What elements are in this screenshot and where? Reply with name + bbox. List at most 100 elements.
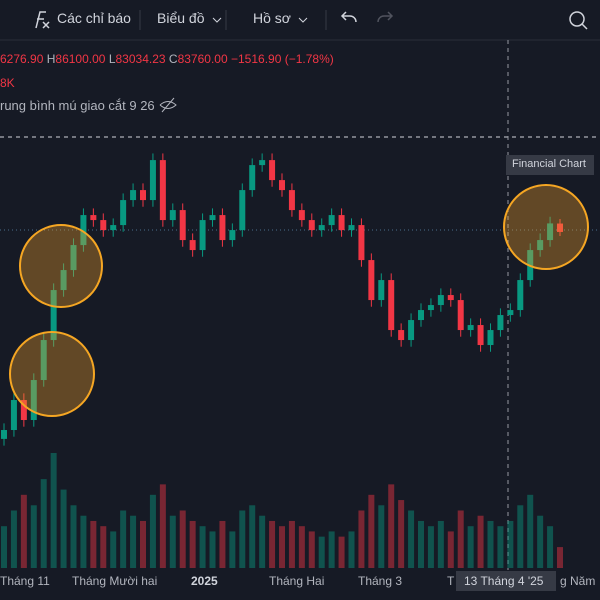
volume-bar bbox=[328, 531, 335, 568]
volume-bar bbox=[219, 520, 226, 568]
volume-bar bbox=[318, 536, 325, 568]
crosshair-label-bg bbox=[456, 571, 556, 591]
series bbox=[1, 153, 563, 568]
candle-body bbox=[398, 330, 405, 341]
candle-body bbox=[279, 180, 285, 191]
volume-bar bbox=[259, 515, 266, 568]
candle-body bbox=[130, 190, 137, 201]
candle-body bbox=[348, 225, 355, 231]
candle-body bbox=[179, 210, 186, 241]
volume-bar bbox=[1, 526, 7, 568]
volume-bar bbox=[209, 531, 216, 568]
candle-body bbox=[159, 160, 166, 221]
candle-body bbox=[437, 295, 444, 306]
volume-bar bbox=[348, 531, 355, 568]
tag: Financial Chart bbox=[512, 158, 586, 170]
volume-bar bbox=[507, 520, 514, 568]
volume-bar bbox=[388, 484, 395, 568]
search-icon[interactable] bbox=[569, 11, 585, 27]
x-label: Tháng 11 bbox=[0, 574, 50, 588]
x-label: Tháng 3 bbox=[358, 574, 403, 588]
hide-icon[interactable] bbox=[159, 97, 177, 113]
volume-bar bbox=[467, 526, 474, 568]
highlight bbox=[503, 184, 589, 270]
candle-body bbox=[477, 325, 484, 346]
close-label: C bbox=[168, 52, 178, 66]
volume-bar bbox=[130, 515, 137, 568]
candle-body bbox=[547, 223, 554, 241]
candle-body bbox=[418, 310, 424, 321]
candle-body bbox=[60, 270, 67, 291]
volume-bar bbox=[427, 526, 434, 568]
candle-body bbox=[328, 215, 335, 226]
volume-bar bbox=[120, 510, 127, 568]
volume-bar bbox=[418, 520, 424, 568]
volume-bar bbox=[279, 526, 285, 568]
indicators-button[interactable]: Các chỉ báo bbox=[57, 10, 131, 26]
candle-body bbox=[298, 210, 305, 221]
volume-bar bbox=[437, 520, 444, 568]
volume-bar bbox=[60, 489, 67, 568]
candle-body bbox=[388, 280, 395, 331]
volume-bar bbox=[547, 526, 554, 568]
volume-bar bbox=[487, 520, 494, 568]
candle-body bbox=[487, 330, 494, 346]
volume-bar bbox=[269, 520, 276, 568]
high-label: H bbox=[46, 52, 56, 66]
x-label: Tháng Mười hai bbox=[72, 574, 158, 588]
volume-bar bbox=[298, 526, 305, 568]
candle-body bbox=[10, 400, 17, 431]
chart-button[interactable]: Biểu đồ bbox=[157, 10, 205, 26]
volume-bar bbox=[179, 510, 186, 568]
candle-body bbox=[457, 300, 464, 331]
candle-body bbox=[517, 280, 524, 311]
highlight bbox=[19, 224, 103, 308]
change: −1516.90 (−1.78%) bbox=[230, 52, 334, 66]
x-label: 2025 bbox=[191, 574, 218, 588]
candle-body bbox=[110, 225, 117, 231]
x-label: T bbox=[447, 574, 455, 588]
volume-bar bbox=[497, 526, 504, 568]
candle-body bbox=[209, 215, 216, 221]
close: 83760.00 bbox=[177, 52, 228, 66]
candle-body bbox=[219, 215, 226, 241]
fx-icon[interactable] bbox=[35, 11, 50, 29]
volume-bar bbox=[159, 484, 166, 568]
volume-bar bbox=[10, 510, 17, 568]
volume-bar bbox=[70, 505, 77, 568]
candle-body bbox=[50, 290, 57, 341]
dropdown-caret bbox=[212, 17, 308, 23]
volume-bar bbox=[477, 515, 484, 568]
ohlc-legend: 6276.90 H86100.00 L83034.23 C83760.00 −1… bbox=[0, 52, 334, 66]
x-label: g Năm bbox=[560, 574, 596, 588]
redo-icon[interactable] bbox=[377, 11, 394, 23]
volume-bar bbox=[140, 520, 146, 568]
volume-bar bbox=[80, 515, 87, 568]
volume-bar bbox=[408, 510, 415, 568]
candle-body bbox=[378, 280, 385, 301]
volume-bar bbox=[527, 494, 534, 568]
open: 6276.90 bbox=[0, 52, 44, 66]
candle-body bbox=[149, 160, 156, 201]
candle-body bbox=[497, 315, 504, 331]
volume-bar bbox=[537, 515, 544, 568]
candle-body bbox=[338, 215, 345, 231]
candle-body bbox=[427, 305, 434, 311]
volume-bar bbox=[169, 515, 176, 568]
candle-body bbox=[368, 260, 375, 301]
candle-body bbox=[140, 190, 146, 201]
candle-body bbox=[318, 225, 325, 231]
volume-bar bbox=[338, 536, 345, 568]
candle-body bbox=[30, 380, 37, 421]
volume-bar bbox=[100, 526, 107, 568]
candle-body bbox=[408, 320, 415, 341]
undo-icon[interactable] bbox=[340, 11, 357, 23]
volume-bar bbox=[517, 505, 524, 568]
profile-button[interactable]: Hồ sơ bbox=[253, 10, 291, 26]
volume-bar bbox=[90, 520, 97, 568]
high: 86100.00 bbox=[55, 52, 106, 66]
candle-body bbox=[120, 200, 127, 226]
candle-body bbox=[40, 340, 47, 381]
volume-bar bbox=[149, 494, 156, 568]
